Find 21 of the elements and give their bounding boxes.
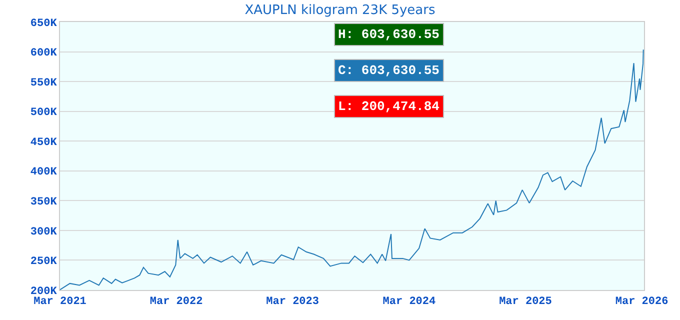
x-tick-label: Mar 2022 [150, 296, 203, 308]
y-tick-label: 550K [30, 77, 58, 90]
x-tick-label: Mar 2024 [382, 296, 436, 308]
x-tick-label: Mar 2021 [34, 296, 87, 308]
line-series [60, 49, 644, 290]
chart-title: XAUPLN kilogram 23K 5years [244, 2, 436, 18]
y-tick-label: 500K [30, 107, 58, 120]
x-tick-label: Mar 2026 [615, 296, 668, 308]
annotation: L: 200,474.84 [338, 99, 440, 114]
annotation: C: 603,630.55 [338, 63, 440, 78]
y-tick-label: 300K [30, 226, 58, 238]
annotation: H: 603,630.55 [338, 27, 440, 42]
y-tick-label: 350K [30, 196, 58, 209]
x-tick-label: Mar 2023 [266, 296, 320, 308]
y-tick-label: 450K [30, 136, 58, 149]
y-tick-label: 650K [30, 18, 58, 30]
y-tick-label: 250K [30, 256, 58, 268]
y-tick-label: 600K [30, 48, 58, 60]
x-tick-label: Mar 2025 [499, 296, 552, 308]
y-tick-label: 400K [30, 166, 58, 179]
y-tick-label: 200K [30, 286, 58, 298]
